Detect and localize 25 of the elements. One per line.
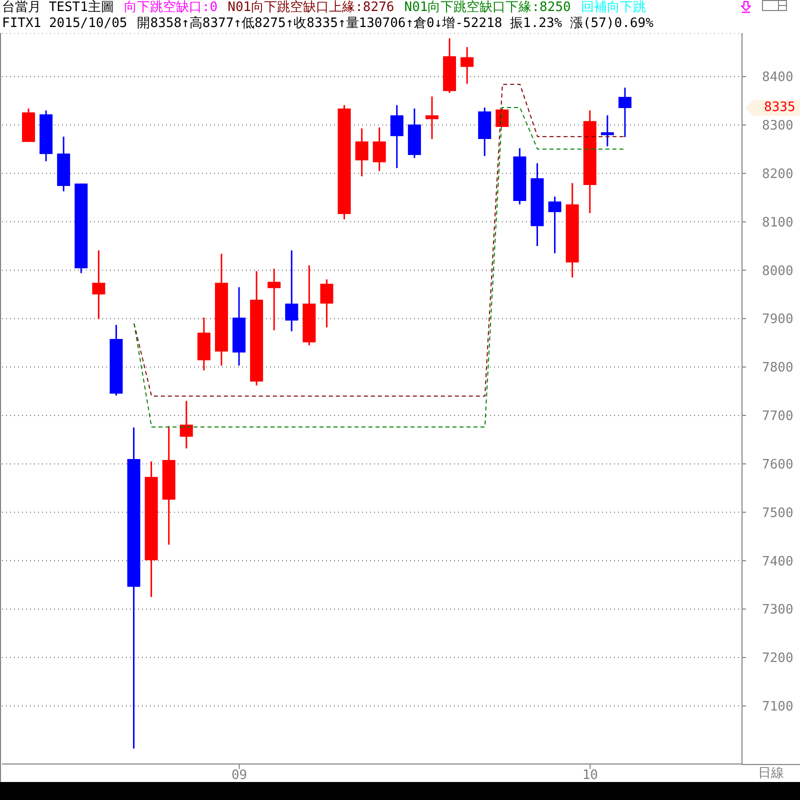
y-tick-label: 8200 (762, 167, 794, 182)
x-tick-label: 09 (231, 768, 248, 783)
legend-label: 回補向下跳 (580, 0, 646, 16)
x-tick-label: 10 (582, 768, 598, 783)
y-tick-label: 7300 (762, 602, 794, 618)
y-tick-label: 8400 (762, 70, 794, 86)
y-tick-label: 7200 (762, 651, 794, 666)
y-tick-label: 7900 (762, 312, 794, 328)
x-axis-title: 日線 (758, 766, 784, 781)
text: 開8358↑高8377↑低8275↑收8335↑量130706↑倉0↓增-52218 振1.23% 漲(57)0.69% (137, 16, 654, 32)
text: N01向下跳空缺口上緣:8276 (228, 0, 394, 16)
y-tick-label: 7400 (762, 554, 794, 570)
y-tick-label: 7500 (762, 506, 794, 521)
y-tick-label: 7600 (762, 457, 794, 472)
y-tick-label: 7100 (762, 700, 794, 715)
y-tick-label: 8300 (762, 118, 794, 134)
y-tick-label: 8100 (762, 215, 794, 230)
y-tick-label: 7700 (762, 409, 794, 424)
chart-title: 台當月 TEST1主圖 (2, 0, 114, 16)
legend-label: 向下跳空缺口:0 (124, 0, 218, 16)
text: 8335 (764, 100, 796, 116)
text: N01向下跳空缺口下緣:8250 (404, 0, 571, 16)
y-tick-label: 7800 (762, 360, 794, 376)
y-tick-label: 8000 (762, 264, 794, 279)
chart-subtitle: FITX1 2015/10/05 (2, 16, 128, 32)
